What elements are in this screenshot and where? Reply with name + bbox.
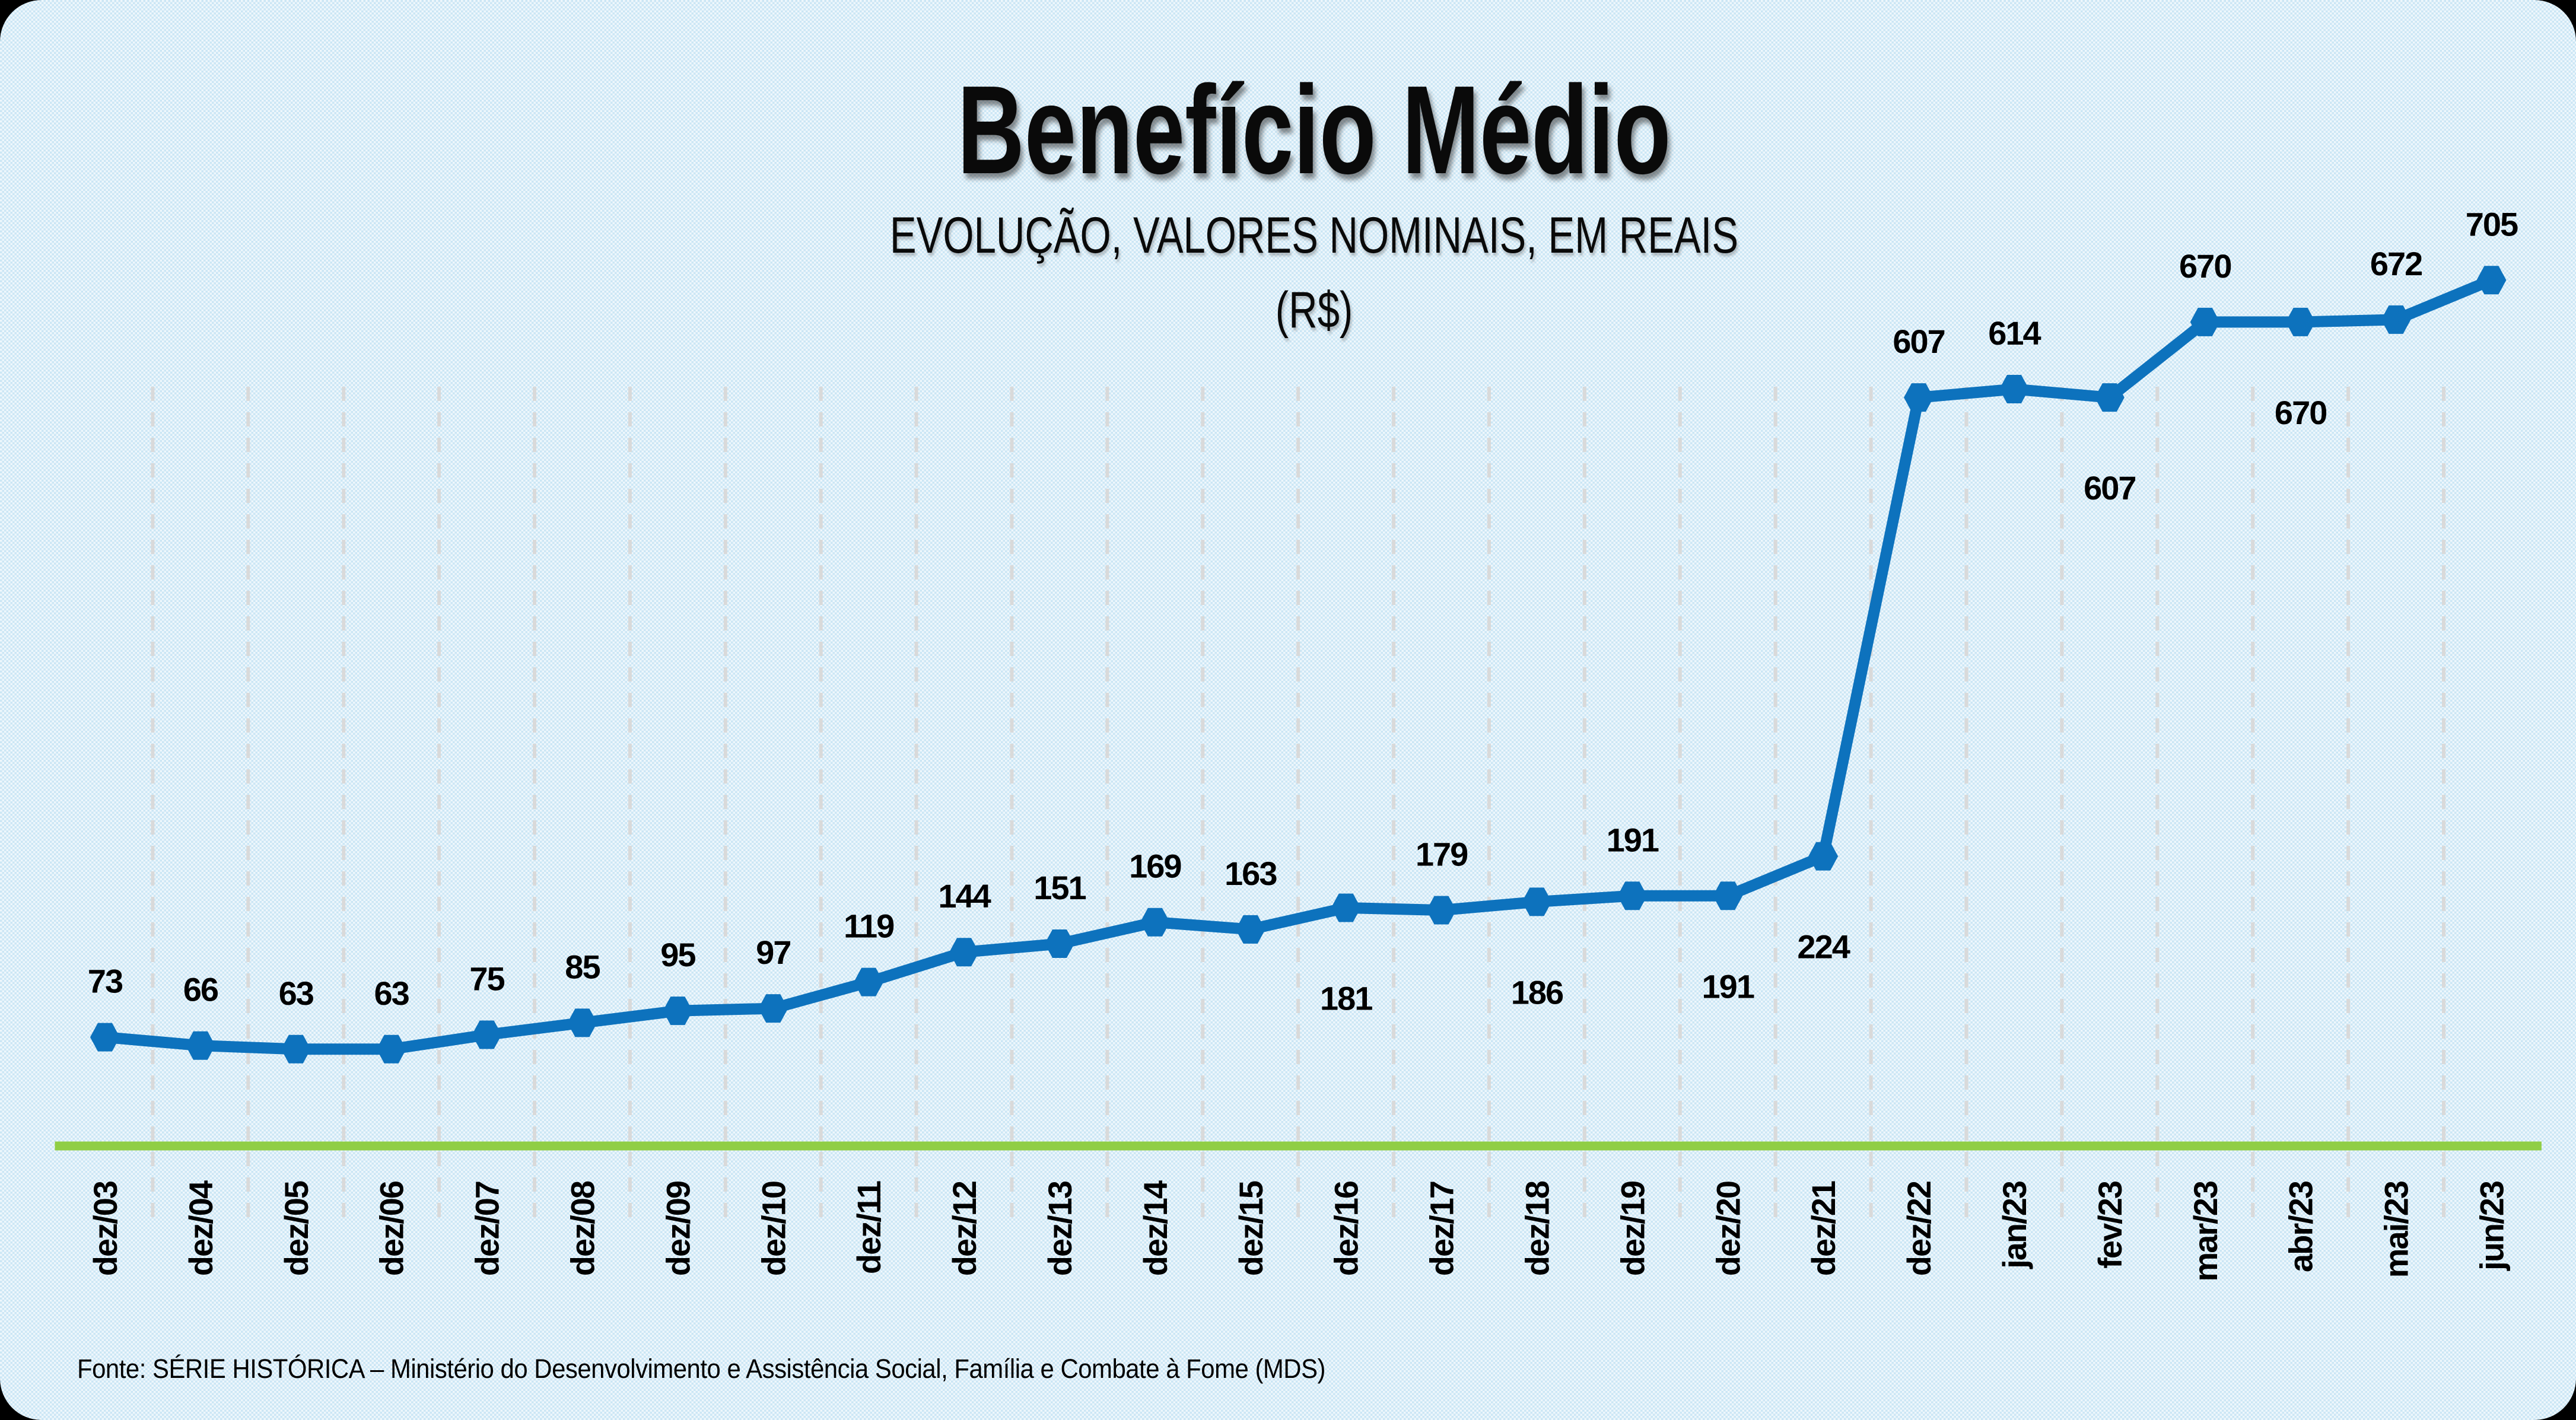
data-point-marker	[1522, 887, 1552, 916]
x-axis-label: dez/05	[278, 1181, 315, 1276]
data-label: 672	[2370, 245, 2422, 282]
data-label: 607	[1893, 323, 1944, 360]
data-point-marker	[1235, 915, 1265, 944]
data-label: 670	[2179, 247, 2231, 285]
data-point-marker	[2190, 307, 2220, 336]
data-label: 191	[1702, 967, 1754, 1005]
source-note: Fonte: SÉRIE HISTÓRICA – Ministério do D…	[77, 1354, 1325, 1384]
data-label: 607	[2084, 469, 2135, 507]
data-label: 73	[88, 963, 123, 1000]
x-axis-label: dez/08	[564, 1181, 601, 1276]
x-axis-label: fev/23	[2091, 1181, 2129, 1269]
x-axis-label: dez/19	[1614, 1181, 1651, 1276]
data-label: 705	[2466, 205, 2518, 243]
x-axis-label: dez/16	[1328, 1181, 1365, 1276]
data-label: 169	[1129, 848, 1181, 885]
data-point-marker	[1426, 896, 1456, 925]
chart-plot-area: 73 dez/03 66 dez/04 63 dez/05 63 dez/06 75 dez/07…	[55, 205, 2542, 1282]
data-point-marker	[376, 1034, 406, 1064]
x-axis-label: dez/13	[1041, 1181, 1079, 1276]
data-point-marker	[2476, 266, 2507, 295]
x-axis-label: dez/12	[946, 1182, 983, 1276]
data-label: 163	[1225, 855, 1277, 892]
data-label: 97	[756, 934, 790, 971]
data-point-marker	[1140, 908, 1170, 937]
data-point-marker	[281, 1034, 311, 1064]
x-axis-label: dez/03	[87, 1181, 124, 1276]
data-label: 119	[844, 908, 894, 945]
data-point-marker	[1904, 383, 1934, 412]
data-point-marker	[1999, 375, 2029, 404]
data-point-marker	[1044, 929, 1074, 959]
x-axis-label: jun/23	[2473, 1181, 2510, 1271]
data-line	[99, 274, 2497, 1055]
x-axis-label: dez/21	[1805, 1181, 1842, 1276]
data-point-marker	[854, 967, 884, 996]
data-label: 614	[1988, 314, 2041, 352]
data-point-marker	[1331, 893, 1361, 922]
data-label: 181	[1320, 979, 1372, 1017]
data-label: 75	[469, 960, 504, 998]
data-label: 63	[374, 975, 409, 1012]
data-label: 66	[183, 971, 218, 1008]
data-point-marker	[2094, 383, 2125, 412]
data-label: 85	[565, 948, 600, 985]
data-point-marker	[1617, 881, 1648, 910]
data-point-marker	[2285, 307, 2316, 336]
x-axis-label: jan/23	[1996, 1181, 2033, 1269]
x-axis-label: dez/04	[182, 1180, 220, 1276]
data-point-marker	[758, 994, 788, 1023]
x-axis-label: dez/18	[1518, 1181, 1556, 1276]
x-axis-label: dez/10	[755, 1182, 792, 1276]
x-axis-label: mar/23	[2187, 1181, 2224, 1281]
page-title: Benefício Médio	[957, 59, 1671, 200]
data-label: 191	[1607, 821, 1659, 858]
x-axis-label: dez/07	[469, 1182, 506, 1276]
x-axis-label: dez/15	[1232, 1181, 1270, 1276]
data-point-marker	[1713, 881, 1743, 910]
data-label: 63	[279, 975, 314, 1012]
x-axis-label: dez/22	[1900, 1182, 1938, 1276]
data-label: 179	[1416, 836, 1468, 873]
data-label: 95	[660, 936, 695, 973]
data-point-marker	[185, 1031, 215, 1060]
data-point-marker	[472, 1020, 502, 1049]
data-label: 670	[2275, 394, 2326, 431]
x-axis-label: mai/23	[2378, 1181, 2415, 1278]
chart-subtitle-currency: (R$)	[1275, 282, 1353, 339]
x-axis-label: dez/06	[373, 1181, 411, 1276]
data-label: 144	[938, 877, 991, 915]
data-point-marker	[567, 1008, 597, 1037]
chart-subtitle: EVOLUÇÃO, VALORES NOMINAIS, EM REAIS	[889, 207, 1739, 264]
data-point-marker	[90, 1023, 120, 1052]
data-label: 186	[1511, 973, 1563, 1011]
data-point-marker	[663, 996, 693, 1026]
x-axis-label: dez/09	[659, 1181, 697, 1276]
x-axis-label: dez/17	[1423, 1182, 1461, 1276]
x-axis-label: dez/11	[850, 1181, 888, 1274]
data-point-marker	[2381, 305, 2411, 334]
x-axis-label: dez/20	[1709, 1182, 1747, 1276]
data-label: 151	[1033, 869, 1086, 906]
data-label: 224	[1797, 928, 1850, 966]
data-point-marker	[1808, 842, 1839, 871]
x-axis-label: dez/14	[1137, 1180, 1174, 1276]
data-point-marker	[949, 938, 979, 967]
x-axis-label: abr/23	[2282, 1181, 2320, 1272]
